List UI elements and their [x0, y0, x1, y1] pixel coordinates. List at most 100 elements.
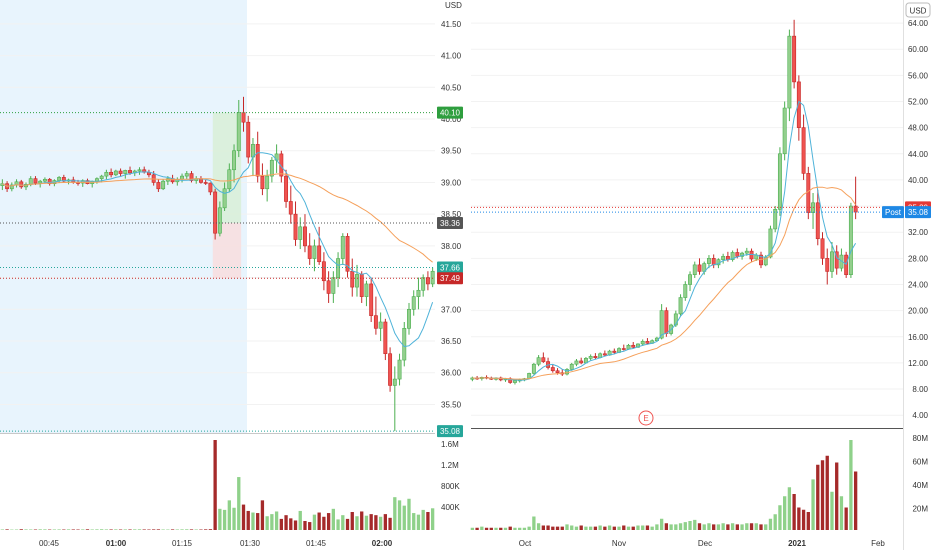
candle-body[interactable]: [247, 122, 250, 157]
candle-body[interactable]: [783, 108, 786, 154]
candle-body[interactable]: [34, 179, 37, 183]
candle-body[interactable]: [384, 322, 387, 354]
candle-body[interactable]: [261, 176, 264, 189]
candle-body[interactable]: [646, 341, 649, 343]
candle-body[interactable]: [299, 227, 302, 240]
right-price-axis[interactable]: [903, 0, 932, 550]
candle-body[interactable]: [570, 364, 573, 369]
candle-body[interactable]: [138, 170, 141, 171]
candle-body[interactable]: [318, 246, 321, 262]
candle-body[interactable]: [105, 172, 108, 176]
candle-body[interactable]: [374, 316, 377, 329]
candle-body[interactable]: [393, 379, 396, 385]
candle-body[interactable]: [788, 36, 791, 108]
candle-body[interactable]: [355, 274, 358, 287]
candle-body[interactable]: [551, 367, 554, 370]
candle-body[interactable]: [128, 170, 131, 173]
candle-body[interactable]: [532, 364, 535, 373]
candle-body[interactable]: [209, 183, 212, 192]
candle-body[interactable]: [228, 170, 231, 189]
candle-body[interactable]: [580, 361, 583, 363]
candle-body[interactable]: [641, 341, 644, 344]
candle-body[interactable]: [589, 356, 592, 358]
candle-body[interactable]: [322, 262, 325, 281]
candle-body[interactable]: [161, 181, 164, 189]
candle-body[interactable]: [185, 174, 188, 177]
candle-body[interactable]: [707, 258, 710, 263]
candle-body[interactable]: [398, 360, 401, 379]
candle-body[interactable]: [513, 381, 516, 383]
candle-body[interactable]: [665, 311, 668, 334]
candle-body[interactable]: [327, 281, 330, 294]
candle-body[interactable]: [688, 275, 691, 285]
candle-body[interactable]: [816, 203, 819, 239]
candle-body[interactable]: [114, 171, 117, 175]
candle-body[interactable]: [821, 239, 824, 259]
candle-body[interactable]: [303, 227, 306, 246]
candle-body[interactable]: [556, 371, 559, 373]
candle-body[interactable]: [213, 192, 216, 233]
candle-body[interactable]: [849, 206, 852, 275]
candle-body[interactable]: [407, 309, 410, 328]
candle-body[interactable]: [684, 284, 687, 297]
candle-body[interactable]: [736, 252, 739, 256]
candle-body[interactable]: [845, 255, 848, 275]
candle-body[interactable]: [542, 358, 545, 362]
candle-body[interactable]: [294, 214, 297, 239]
candle-body[interactable]: [379, 322, 382, 328]
candle-body[interactable]: [388, 354, 391, 386]
candle-body[interactable]: [29, 179, 32, 185]
candle-body[interactable]: [265, 176, 268, 189]
candle-body[interactable]: [807, 173, 810, 212]
candle-body[interactable]: [289, 201, 292, 214]
candle-body[interactable]: [39, 181, 42, 183]
candle-body[interactable]: [575, 361, 578, 364]
candle-body[interactable]: [218, 208, 221, 233]
candle-body[interactable]: [830, 252, 833, 272]
candle-body[interactable]: [826, 258, 829, 271]
candle-body[interactable]: [632, 345, 635, 347]
candle-body[interactable]: [20, 182, 23, 187]
candle-body[interactable]: [403, 328, 406, 360]
candle-body[interactable]: [537, 358, 540, 365]
candle-body[interactable]: [237, 113, 240, 151]
candle-body[interactable]: [204, 182, 207, 183]
candle-body[interactable]: [109, 172, 112, 175]
candle-body[interactable]: [223, 189, 226, 208]
candle-body[interactable]: [693, 265, 696, 275]
candle-body[interactable]: [43, 179, 46, 181]
candle-body[interactable]: [242, 113, 245, 123]
candle-body[interactable]: [313, 246, 316, 259]
candle-body[interactable]: [778, 154, 781, 210]
candle-body[interactable]: [284, 176, 287, 201]
candle-body[interactable]: [119, 171, 122, 174]
candle-body[interactable]: [157, 182, 160, 188]
candle-body[interactable]: [124, 170, 127, 173]
candle-body[interactable]: [594, 356, 597, 357]
candle-body[interactable]: [603, 354, 606, 355]
candle-body[interactable]: [721, 256, 724, 259]
candle-body[interactable]: [341, 236, 344, 258]
candle-body[interactable]: [232, 151, 235, 170]
candle-body[interactable]: [431, 271, 434, 284]
candle-body[interactable]: [622, 349, 625, 350]
candle-body[interactable]: [613, 351, 616, 352]
candle-body[interactable]: [370, 284, 373, 316]
candle-body[interactable]: [679, 298, 682, 314]
candle-body[interactable]: [100, 176, 103, 179]
candle-body[interactable]: [365, 284, 368, 297]
candle-body[interactable]: [57, 177, 60, 180]
candle-body[interactable]: [412, 297, 415, 310]
candle-body[interactable]: [792, 36, 795, 82]
candle-body[interactable]: [750, 251, 753, 259]
candle-body[interactable]: [256, 144, 259, 176]
candle-body[interactable]: [270, 160, 273, 176]
candle-body[interactable]: [802, 128, 805, 174]
candle-body[interactable]: [332, 278, 335, 294]
candle-body[interactable]: [422, 278, 425, 291]
candle-body[interactable]: [351, 271, 354, 287]
candle-body[interactable]: [308, 246, 311, 259]
candle-body[interactable]: [745, 251, 748, 253]
candle-body[interactable]: [698, 265, 701, 272]
